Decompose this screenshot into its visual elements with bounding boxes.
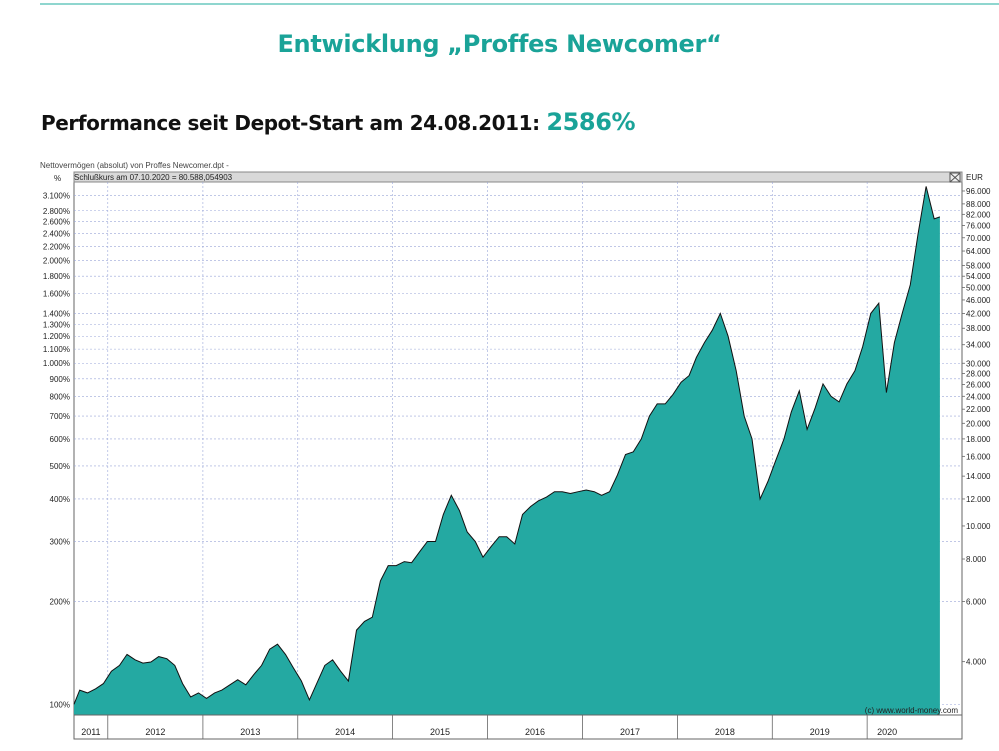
left-tick-label: 600% xyxy=(50,435,70,444)
x-tick-label: 2011 xyxy=(81,727,100,737)
left-tick-label: 300% xyxy=(50,538,70,547)
right-tick-label: 76.000 xyxy=(966,222,991,231)
left-tick-label: 1.400% xyxy=(43,309,70,318)
left-tick-label: 3.100% xyxy=(43,192,70,201)
x-tick-label: 2019 xyxy=(810,727,830,737)
right-tick-label: 42.000 xyxy=(966,309,991,318)
left-tick-label: 200% xyxy=(50,598,70,607)
x-tick-label: 2018 xyxy=(715,727,735,737)
right-axis-ticks: 4.000 6.000 8.000 10.000 12.000 14.000 16.000 1… xyxy=(962,187,991,667)
left-tick-label: 400% xyxy=(50,495,70,504)
right-tick-label: 16.000 xyxy=(966,452,991,461)
slide-title: Entwicklung „Proffes Newcomer“ xyxy=(277,30,722,58)
right-axis-unit: EUR xyxy=(966,173,983,182)
right-tick-label: 34.000 xyxy=(966,341,991,350)
right-tick-label: 18.000 xyxy=(966,435,991,444)
right-tick-label: 22.000 xyxy=(966,405,991,414)
copyright-note: (c) www.world-money.com xyxy=(865,706,959,715)
left-tick-label: 1.000% xyxy=(43,359,70,368)
left-tick-label: 2.200% xyxy=(43,242,70,251)
right-tick-label: 26.000 xyxy=(966,380,991,389)
right-tick-label: 6.000 xyxy=(966,598,987,607)
left-tick-label: 1.300% xyxy=(43,320,70,329)
left-tick-label: 800% xyxy=(50,392,70,401)
left-tick-label: 1.600% xyxy=(43,290,70,299)
chart-subtitle: Schlußkurs am 07.10.2020 = 80.588,054903 xyxy=(74,173,233,182)
right-tick-label: 88.000 xyxy=(966,200,991,209)
right-tick-label: 46.000 xyxy=(966,296,991,305)
right-tick-label: 50.000 xyxy=(966,284,991,293)
right-tick-label: 8.000 xyxy=(966,555,987,564)
left-tick-label: 2.600% xyxy=(43,218,70,227)
area-fill xyxy=(74,186,940,715)
left-tick-label: 700% xyxy=(50,412,70,421)
close-box[interactable] xyxy=(949,172,961,183)
left-tick-label: 1.800% xyxy=(43,272,70,281)
right-tick-label: 38.000 xyxy=(966,324,991,333)
right-tick-label: 14.000 xyxy=(966,472,991,481)
x-tick-label: 2013 xyxy=(240,727,260,737)
right-tick-label: 28.000 xyxy=(966,369,991,378)
right-tick-label: 20.000 xyxy=(966,419,991,428)
x-axis-ticks: 2011 2012 2013 2014 2015 2016 2017 2018 2019 2020 xyxy=(73,715,897,739)
left-axis-ticks: 100% 200% 300% 400% 500% 600% 700% 800% 900% 1.00… xyxy=(43,192,70,710)
left-tick-label: 2.000% xyxy=(43,257,70,266)
right-tick-label: 96.000 xyxy=(966,187,991,196)
x-tick-label: 2014 xyxy=(335,727,355,737)
left-tick-label: 900% xyxy=(50,375,70,384)
right-tick-label: 4.000 xyxy=(966,658,987,667)
left-tick-label: 2.400% xyxy=(43,230,70,239)
right-tick-label: 58.000 xyxy=(966,262,991,271)
performance-line: Performance seit Depot-Start am 24.08.20… xyxy=(41,108,636,136)
performance-label: Performance seit Depot-Start am 24.08.20… xyxy=(41,111,540,135)
right-tick-label: 12.000 xyxy=(966,495,991,504)
right-tick-label: 70.000 xyxy=(966,234,991,243)
top-accent-rule xyxy=(40,3,999,5)
chart-info-bar xyxy=(73,171,963,183)
x-tick-label: 2017 xyxy=(620,727,640,737)
left-tick-label: 1.200% xyxy=(43,332,70,341)
x-tick-label: 2015 xyxy=(430,727,450,737)
chart-title: Nettovermögen (absolut) von Proffes Newc… xyxy=(40,161,229,170)
left-tick-label: 100% xyxy=(50,700,70,709)
left-tick-label: 1.100% xyxy=(43,345,70,354)
right-tick-label: 54.000 xyxy=(966,272,991,281)
left-tick-label: 500% xyxy=(50,462,70,471)
right-tick-label: 64.000 xyxy=(966,247,991,256)
left-tick-label: 2.800% xyxy=(43,207,70,216)
right-tick-label: 30.000 xyxy=(966,359,991,368)
x-tick-label: 2020 xyxy=(877,727,897,737)
left-axis-unit: % xyxy=(54,174,61,183)
area-outline xyxy=(73,186,941,705)
right-tick-label: 82.000 xyxy=(966,210,991,219)
right-tick-label: 24.000 xyxy=(966,392,991,401)
right-tick-label: 10.000 xyxy=(966,522,991,531)
area-series xyxy=(73,186,941,715)
close-box-line-b xyxy=(949,172,961,183)
performance-value: 2586% xyxy=(546,108,636,136)
x-tick-label: 2016 xyxy=(525,727,545,737)
x-tick-label: 2012 xyxy=(145,727,165,737)
